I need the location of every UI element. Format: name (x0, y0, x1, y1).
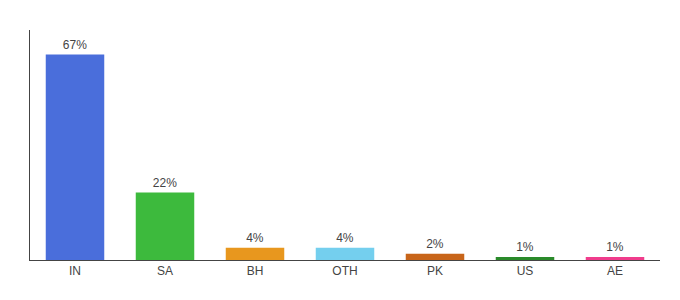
svg-text:PK: PK (427, 264, 443, 278)
svg-text:22%: 22% (153, 176, 177, 190)
svg-text:US: US (517, 264, 534, 278)
svg-text:4%: 4% (336, 231, 354, 245)
svg-text:1%: 1% (516, 240, 534, 254)
svg-text:AE: AE (607, 264, 623, 278)
svg-text:IN: IN (69, 264, 81, 278)
svg-text:4%: 4% (246, 231, 264, 245)
svg-text:67%: 67% (63, 38, 87, 52)
svg-text:1%: 1% (606, 240, 624, 254)
svg-text:SA: SA (157, 264, 173, 278)
svg-text:OTH: OTH (332, 264, 357, 278)
svg-text:BH: BH (247, 264, 264, 278)
svg-text:2%: 2% (426, 237, 444, 251)
